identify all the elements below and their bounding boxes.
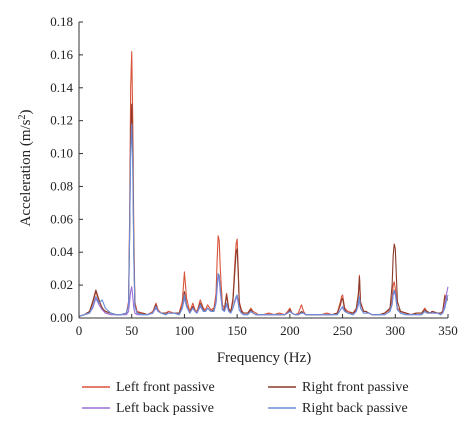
y-tick-label: 0.10 xyxy=(50,146,73,161)
x-tick-label: 50 xyxy=(125,323,138,338)
plot-series-group xyxy=(78,51,449,317)
y-tick-label: 0.18 xyxy=(50,14,73,29)
legend-label-2: Right front passive xyxy=(302,380,409,395)
y-tick-label: 0.02 xyxy=(50,277,73,292)
legend-label-4: Right back passive xyxy=(302,401,408,416)
x-tick-label: 100 xyxy=(175,323,195,338)
x-tick-label: 350 xyxy=(438,323,458,338)
legend-label-1: Left front passive xyxy=(116,380,215,395)
y-tick-label: 0.04 xyxy=(50,244,73,259)
y-tick-label: 0.00 xyxy=(50,310,73,325)
y-tick-label: 0.16 xyxy=(50,47,73,62)
x-tick-label: 200 xyxy=(280,323,300,338)
x-tick-label: 250 xyxy=(333,323,353,338)
x-tick-label: 0 xyxy=(76,323,83,338)
legend: Left front passive Right front passive Lef… xyxy=(82,380,409,416)
x-axis-title: Frequency (Hz) xyxy=(217,350,312,366)
legend-label-3: Left back passive xyxy=(116,401,214,416)
y-tick-label: 0.06 xyxy=(50,211,73,226)
y-axis-title-close: ) xyxy=(18,109,34,114)
ticks-group: 0 50 100 150 200 250 300 350 0.00 0.02 0.04 0.06 0.0… xyxy=(50,14,458,338)
axes-group xyxy=(78,22,448,319)
series-line-4 xyxy=(78,123,449,317)
y-axis-title: Acceleration (m/s2) xyxy=(17,109,35,226)
y-tick-label: 0.14 xyxy=(50,80,73,95)
y-tick-label: 0.08 xyxy=(50,178,73,193)
y-tick-label: 0.12 xyxy=(50,113,73,128)
x-tick-label: 300 xyxy=(386,323,406,338)
x-tick-label: 150 xyxy=(227,323,247,338)
y-axis-title-main: Acceleration (m/s xyxy=(18,119,34,226)
series-line-2 xyxy=(78,103,448,317)
y-axis-title-superscript: 2 xyxy=(17,114,28,119)
